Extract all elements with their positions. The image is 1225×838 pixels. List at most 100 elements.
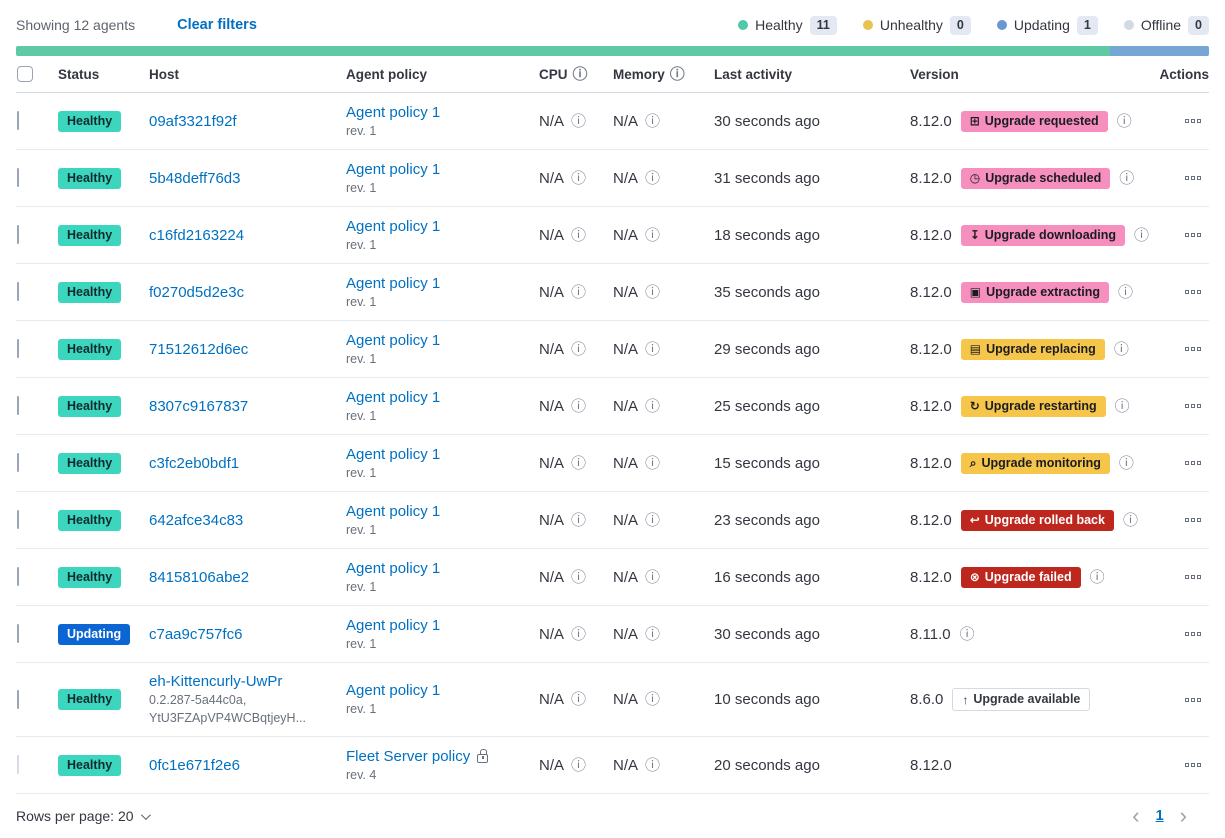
info-icon[interactable]: ⓘ <box>1118 454 1134 472</box>
row-checkbox[interactable] <box>17 567 19 586</box>
host-link[interactable]: 8307c9167837 <box>149 397 249 415</box>
info-icon[interactable]: ⓘ <box>1122 511 1138 529</box>
agent-policy-link[interactable]: Agent policy 1 <box>346 445 441 463</box>
row-actions-button[interactable] <box>1183 172 1203 184</box>
row-checkbox[interactable] <box>17 282 19 301</box>
agent-policy-link[interactable]: Agent policy 1 <box>346 274 441 292</box>
info-icon[interactable]: ⓘ <box>645 340 661 358</box>
agent-policy-link[interactable]: Agent policy 1 <box>346 160 441 178</box>
host-link[interactable]: 0fc1e671f2e6 <box>149 756 240 774</box>
info-icon[interactable]: ⓘ <box>572 65 588 83</box>
last-activity: 29 seconds ago <box>714 340 820 358</box>
host-link[interactable]: 71512612d6ec <box>149 340 249 358</box>
row-actions-button[interactable] <box>1183 229 1203 241</box>
agent-version: 8.12.0 <box>910 169 952 187</box>
next-page-button[interactable]: › <box>1179 803 1187 828</box>
row-actions-button[interactable] <box>1183 571 1203 583</box>
row-actions-button[interactable] <box>1183 457 1203 469</box>
info-icon[interactable]: ⓘ <box>645 756 661 774</box>
info-icon[interactable]: ⓘ <box>645 691 661 708</box>
info-icon[interactable]: ⓘ <box>571 340 587 358</box>
host-link[interactable]: 84158106abe2 <box>149 568 250 586</box>
info-icon[interactable]: ⓘ <box>571 568 587 586</box>
info-icon[interactable]: ⓘ <box>571 169 587 187</box>
row-actions-button[interactable] <box>1183 759 1203 771</box>
row-checkbox[interactable] <box>17 225 19 244</box>
row-checkbox[interactable] <box>17 510 19 529</box>
info-icon[interactable]: ⓘ <box>1114 397 1130 415</box>
info-icon[interactable]: ⓘ <box>645 397 661 415</box>
package-icon: ▣ <box>969 285 982 299</box>
row-checkbox[interactable] <box>17 111 19 130</box>
row-actions-button[interactable] <box>1183 694 1203 706</box>
row-actions-button[interactable] <box>1183 628 1203 640</box>
info-icon[interactable]: ⓘ <box>645 568 661 586</box>
info-icon[interactable]: ⓘ <box>1113 340 1129 358</box>
agent-row: Healthy eh-Kittencurly-UwPr 0.2.287-5a44c0… <box>16 663 1209 737</box>
upgrade-badge-label: Upgrade available <box>973 692 1081 706</box>
info-icon[interactable]: ⓘ <box>1119 169 1135 187</box>
agent-policy-link[interactable]: Fleet Server policy <box>346 747 471 765</box>
info-icon[interactable]: ⓘ <box>645 226 661 244</box>
page-number-button[interactable]: 1 <box>1155 808 1164 824</box>
info-icon[interactable]: ⓘ <box>645 283 661 301</box>
row-checkbox[interactable] <box>17 689 19 709</box>
info-icon[interactable]: ⓘ <box>1134 226 1150 244</box>
info-icon[interactable]: ⓘ <box>645 454 661 472</box>
row-checkbox[interactable] <box>17 168 19 187</box>
info-icon[interactable]: ⓘ <box>571 691 587 708</box>
agent-row: Updating c7aa9c757fc6 Agent policy 1 rev. 1… <box>16 606 1209 663</box>
clear-filters-link[interactable]: Clear filters <box>177 17 257 33</box>
agent-policy-link[interactable]: Agent policy 1 <box>346 502 441 520</box>
host-link[interactable]: eh-Kittencurly-UwPr <box>149 673 283 690</box>
info-icon[interactable]: ⓘ <box>571 454 587 472</box>
agent-policy-link[interactable]: Agent policy 1 <box>346 616 441 634</box>
agent-policy-link[interactable]: Agent policy 1 <box>346 388 441 406</box>
rows-per-page-control[interactable]: Rows per page: 20 <box>16 808 151 824</box>
agent-policy-link[interactable]: Agent policy 1 <box>346 682 441 699</box>
agent-policy-link[interactable]: Agent policy 1 <box>346 331 441 349</box>
info-icon[interactable]: ⓘ <box>645 511 661 529</box>
host-link[interactable]: c16fd2163224 <box>149 226 245 244</box>
info-icon[interactable]: ⓘ <box>645 169 661 187</box>
info-icon[interactable]: ⓘ <box>571 625 587 643</box>
host-link[interactable]: f0270d5d2e3c <box>149 283 245 301</box>
select-all-checkbox[interactable] <box>17 66 33 82</box>
upgrade-status-badge: ⊗ Upgrade failed <box>960 566 1081 588</box>
previous-page-button[interactable]: ‹ <box>1132 803 1140 828</box>
cpu-value: N/A <box>539 511 565 529</box>
info-icon[interactable]: ⓘ <box>959 625 975 643</box>
info-icon[interactable]: ⓘ <box>571 756 587 774</box>
info-icon[interactable]: ⓘ <box>1116 112 1132 130</box>
info-icon[interactable]: ⓘ <box>571 511 587 529</box>
info-icon[interactable]: ⓘ <box>571 226 587 244</box>
info-icon[interactable]: ⓘ <box>645 112 661 130</box>
row-actions-button[interactable] <box>1183 286 1203 298</box>
info-icon[interactable]: ⓘ <box>645 625 661 643</box>
legend-label: Offline <box>1140 17 1182 33</box>
row-checkbox[interactable] <box>17 396 19 415</box>
host-link[interactable]: 09af3321f92f <box>149 112 237 130</box>
agent-policy-link[interactable]: Agent policy 1 <box>346 559 441 577</box>
info-icon[interactable]: ⓘ <box>1117 283 1133 301</box>
header-last-activity: Last activity <box>714 66 793 82</box>
row-checkbox[interactable] <box>17 453 19 472</box>
host-link[interactable]: c3fc2eb0bdf1 <box>149 454 240 472</box>
agent-policy-link[interactable]: Agent policy 1 <box>346 217 441 235</box>
info-icon[interactable]: ⓘ <box>571 283 587 301</box>
info-icon[interactable]: ⓘ <box>1089 568 1105 586</box>
host-link[interactable]: 642afce34c83 <box>149 511 244 529</box>
agent-policy-link[interactable]: Agent policy 1 <box>346 103 441 121</box>
host-link[interactable]: c7aa9c757fc6 <box>149 625 243 643</box>
info-icon[interactable]: ⓘ <box>669 65 685 83</box>
row-checkbox[interactable] <box>17 624 19 643</box>
row-actions-button[interactable] <box>1183 115 1203 127</box>
upgrade-status-badge: ↩ Upgrade rolled back <box>960 509 1114 531</box>
row-checkbox[interactable] <box>17 339 19 358</box>
row-actions-button[interactable] <box>1183 343 1203 355</box>
info-icon[interactable]: ⓘ <box>571 397 587 415</box>
row-actions-button[interactable] <box>1183 400 1203 412</box>
row-actions-button[interactable] <box>1183 514 1203 526</box>
info-icon[interactable]: ⓘ <box>571 112 587 130</box>
host-link[interactable]: 5b48deff76d3 <box>149 169 241 187</box>
